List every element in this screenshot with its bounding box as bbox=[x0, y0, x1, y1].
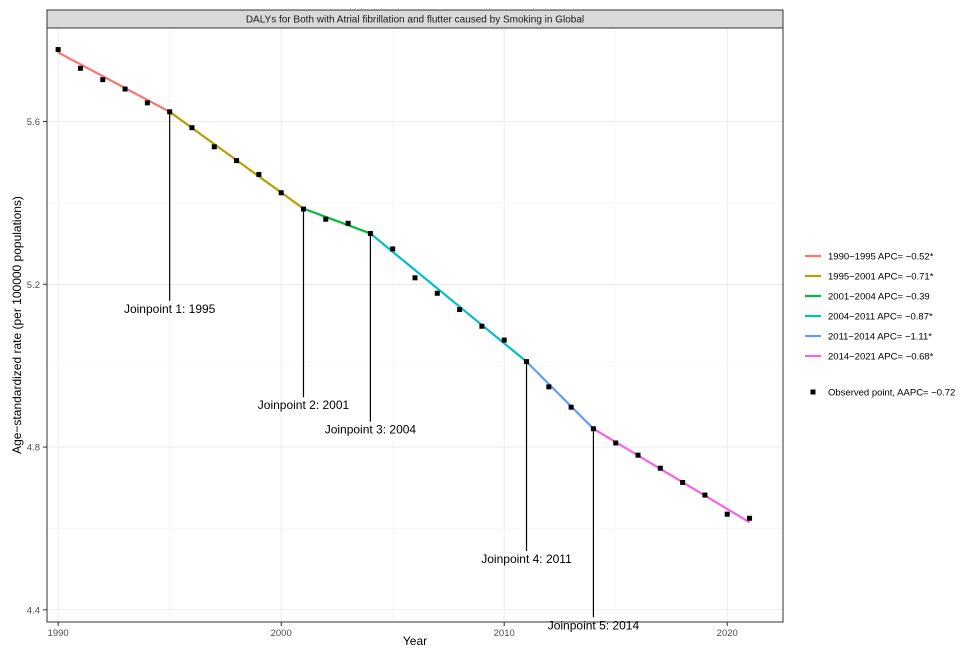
joinpoint-label: Joinpoint 5: 2014 bbox=[548, 618, 640, 632]
plot-background bbox=[47, 28, 783, 622]
observed-point bbox=[524, 359, 530, 365]
observed-point bbox=[635, 452, 641, 458]
observed-point bbox=[323, 216, 329, 222]
y-tick-label: 4.8 bbox=[27, 443, 40, 454]
legend: 1990−1995 APC= −0.52* 1995−2001 APC= −0.7… bbox=[805, 252, 955, 399]
observed-point bbox=[747, 515, 753, 521]
apc-segment-line bbox=[303, 207, 371, 235]
plot-grid bbox=[47, 28, 783, 622]
chart-title: DALYs for Both with Atrial fibrillation … bbox=[246, 15, 584, 26]
x-tick-label: 2010 bbox=[494, 628, 515, 639]
y-axis-title: Age−standardized rate (per 100000 popula… bbox=[10, 196, 24, 454]
observed-point bbox=[144, 100, 150, 106]
x-tick-label: 2000 bbox=[271, 628, 292, 639]
joinpoint-label: Joinpoint 3: 2004 bbox=[325, 423, 417, 437]
y-tick-label: 5.2 bbox=[27, 280, 40, 291]
observed-point bbox=[680, 479, 686, 485]
observed-point bbox=[390, 246, 396, 252]
joinpoint-annotations: Joinpoint 1: 1995 Joinpoint 2: 2001 Joinpo… bbox=[124, 111, 640, 632]
axes: 1990 2000 2010 2020 4.4 4.8 5.2 5.6 bbox=[27, 117, 738, 639]
observed-point bbox=[256, 171, 262, 177]
y-tick-label: 4.4 bbox=[27, 605, 40, 616]
observed-point bbox=[590, 426, 596, 432]
observed-point bbox=[412, 275, 418, 281]
legend-label: 2004−2011 APC= −0.87* bbox=[828, 312, 933, 323]
observed-point bbox=[657, 465, 663, 471]
observed-point bbox=[77, 65, 83, 71]
apc-segment-line bbox=[525, 360, 595, 430]
observed-point bbox=[501, 337, 507, 343]
legend-label: 2001−2004 APC= −0.39 bbox=[828, 292, 930, 303]
observed-point bbox=[568, 404, 574, 410]
legend-label: 2011−2014 APC= −1.11* bbox=[828, 332, 932, 343]
observed-point bbox=[122, 86, 128, 92]
observed-point bbox=[55, 47, 61, 53]
legend-observed-label: Observed point, AAPC= −0.72 bbox=[828, 388, 955, 399]
observed-points bbox=[55, 47, 753, 521]
legend-label: 2014−2021 APC= −0.68* bbox=[828, 352, 934, 363]
joinpoint-label: Joinpoint 4: 2011 bbox=[481, 552, 572, 566]
apc-segment-line bbox=[592, 427, 751, 524]
observed-point bbox=[434, 290, 440, 296]
x-axis-title: Year bbox=[403, 634, 427, 648]
apc-segment-line bbox=[369, 232, 528, 363]
apc-segments bbox=[57, 51, 751, 524]
observed-point bbox=[613, 440, 619, 446]
joinpoint-label: Joinpoint 2: 2001 bbox=[258, 398, 350, 412]
legend-label: 1995−2001 APC= −0.71* bbox=[828, 272, 934, 283]
observed-point bbox=[234, 158, 240, 164]
observed-point bbox=[211, 144, 217, 150]
title-strip bbox=[46, 9, 784, 29]
joinpoint-label: Joinpoint 1: 1995 bbox=[124, 302, 216, 316]
legend-observed-swatch bbox=[810, 389, 816, 395]
x-tick-label: 2020 bbox=[717, 628, 738, 639]
observed-point bbox=[367, 230, 373, 236]
observed-point bbox=[345, 220, 351, 226]
observed-point bbox=[702, 492, 708, 498]
observed-point bbox=[278, 190, 284, 196]
observed-point bbox=[724, 511, 730, 517]
y-tick-label: 5.6 bbox=[27, 117, 40, 128]
observed-point bbox=[546, 384, 552, 390]
observed-point bbox=[100, 77, 106, 83]
x-tick-label: 1990 bbox=[48, 628, 69, 639]
observed-point bbox=[300, 206, 306, 212]
apc-segment-line bbox=[57, 51, 171, 113]
observed-point bbox=[479, 323, 485, 329]
observed-point bbox=[457, 307, 463, 313]
observed-point bbox=[189, 125, 195, 131]
observed-point bbox=[167, 109, 173, 115]
legend-label: 1990−1995 APC= −0.52* bbox=[828, 252, 934, 263]
